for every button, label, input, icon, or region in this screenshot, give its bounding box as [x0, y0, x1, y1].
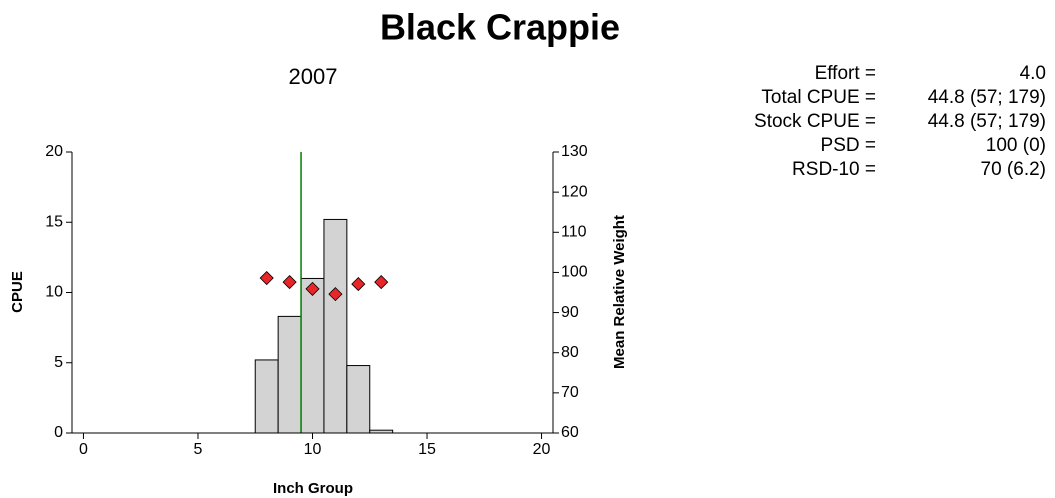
x-axis-label: Inch Group: [273, 480, 353, 497]
y2-tick-label: 90: [561, 304, 579, 321]
y2-tick-label: 80: [561, 344, 579, 361]
chart-title: Black Crappie: [380, 7, 620, 48]
y-tick-label: 20: [45, 143, 63, 160]
diamond-marker: [259, 270, 274, 286]
y2-tick-label: 70: [561, 384, 579, 401]
stat-label: Stock CPUE =: [754, 111, 876, 132]
bar: [346, 365, 371, 434]
stat-value: 4.0: [1020, 63, 1046, 84]
diamond-marker: [305, 281, 320, 296]
diamond-marker: [374, 274, 389, 290]
x-tick-label: 0: [79, 441, 88, 458]
x-tick-label: 5: [194, 441, 203, 458]
y2-tick-label: 110: [561, 224, 587, 241]
stat-label: Total CPUE =: [761, 87, 876, 108]
stat-value: 70 (6.2): [981, 159, 1046, 180]
stat-value: 100 (0): [986, 135, 1046, 156]
y2-tick-label: 120: [561, 183, 588, 200]
y2-tick-label: 130: [561, 143, 588, 160]
bar: [254, 359, 279, 434]
x-tick-label: 15: [418, 441, 436, 458]
x-tick-label: 10: [304, 441, 322, 458]
stat-value: 44.8 (57; 179): [928, 87, 1046, 108]
bar: [277, 315, 302, 434]
y-tick-label: 10: [45, 284, 63, 301]
stat-value: 44.8 (57; 179): [928, 111, 1046, 132]
stat-label: PSD =: [821, 135, 876, 156]
y-axis-label: CPUE: [9, 271, 26, 313]
y2-tick-label: 100: [561, 264, 588, 281]
diamond-marker: [328, 287, 343, 302]
diamond-marker: [282, 274, 297, 290]
diamond-marker: [351, 277, 366, 292]
y2-axis-label: Mean Relative Weight: [611, 215, 628, 369]
y-tick-label: 5: [54, 354, 63, 371]
bar: [323, 218, 348, 434]
y-tick-label: 0: [54, 424, 63, 441]
y2-tick-label: 60: [561, 424, 579, 441]
stat-label: Effort =: [815, 63, 876, 84]
bar: [300, 277, 325, 434]
stat-label: RSD-10 =: [792, 159, 876, 180]
x-tick-label: 20: [533, 441, 551, 458]
chart-subtitle: 2007: [289, 64, 338, 89]
y-tick-label: 15: [45, 213, 63, 230]
